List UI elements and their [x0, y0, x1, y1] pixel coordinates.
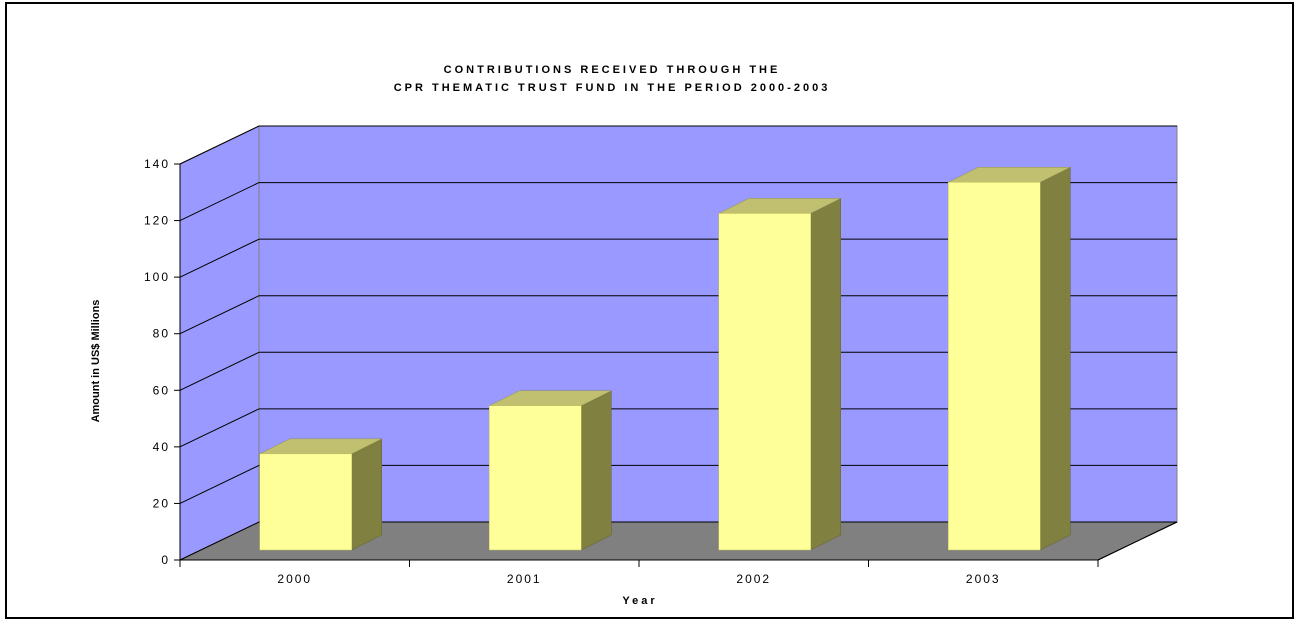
x-axis-label: Year	[622, 595, 657, 607]
bar-2000	[259, 438, 382, 551]
floor-edge	[1097, 521, 1178, 561]
bar-front	[948, 182, 1041, 551]
side-wall	[179, 125, 260, 561]
x-tick-label: 2002	[736, 572, 771, 586]
gridline-side	[179, 125, 260, 165]
bar-front	[489, 405, 582, 551]
x-axis-ticks: 2000 2001 2002 2003	[179, 521, 1178, 586]
bar-side	[1040, 166, 1071, 551]
y-tick-label: 60	[153, 383, 170, 397]
x-tick-label: 2001	[507, 572, 542, 586]
y-axis-label: Amount in US$ Millions	[90, 300, 102, 423]
bar-2003	[948, 166, 1071, 551]
chart-subtitle: CPR THEMATIC TRUST FUND IN THE PERIOD 20…	[394, 82, 831, 94]
y-axis-ticks: 0 20 40 60 80 100 120 140	[144, 157, 181, 567]
chart-walls	[179, 125, 1178, 561]
gridline-side	[179, 408, 260, 448]
x-tick-label: 2000	[277, 572, 312, 586]
bar-2001	[489, 390, 612, 551]
bar-2002	[718, 197, 841, 551]
bar-side	[351, 438, 382, 551]
y-tick-label: 120	[144, 214, 170, 228]
gridline-side	[179, 238, 260, 278]
bar-front	[259, 453, 352, 551]
gridline-side	[179, 351, 260, 391]
y-tick-label: 100	[144, 270, 170, 284]
chart-title: CONTRIBUTIONS RECEIVED THROUGH THE	[444, 64, 781, 76]
y-tick-label: 40	[153, 440, 170, 454]
bar-side	[581, 390, 612, 551]
bar-side	[810, 197, 841, 551]
y-tick-label: 140	[144, 157, 170, 171]
gridline-side	[179, 295, 260, 335]
gridline-side	[179, 464, 260, 504]
x-tick-label: 2003	[966, 572, 1001, 586]
y-tick-label: 20	[153, 496, 170, 510]
y-tick-label: 80	[153, 327, 170, 341]
bars	[259, 166, 1071, 551]
y-tick-label: 0	[161, 553, 170, 567]
bar-front	[718, 213, 811, 551]
gridline-side	[179, 182, 260, 222]
